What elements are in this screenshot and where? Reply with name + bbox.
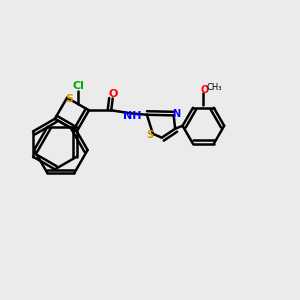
Text: CH₃: CH₃: [206, 83, 221, 92]
Text: NH: NH: [123, 111, 141, 121]
Text: Cl: Cl: [72, 81, 84, 91]
Text: O: O: [201, 85, 209, 94]
Text: S: S: [65, 94, 74, 104]
Text: S: S: [146, 130, 153, 140]
Text: O: O: [108, 89, 117, 99]
Text: N: N: [172, 109, 181, 119]
